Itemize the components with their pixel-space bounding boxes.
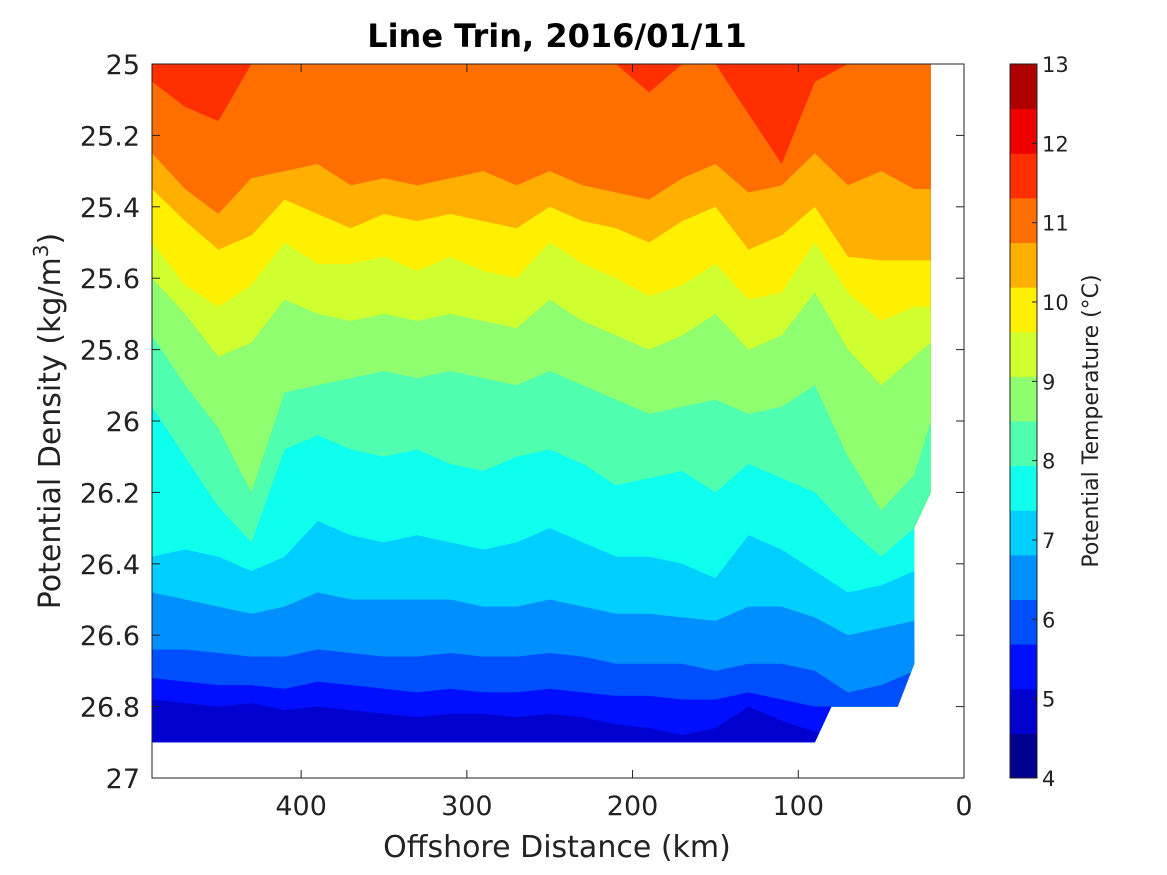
colorbar-tick-label: 5 xyxy=(1042,688,1055,712)
colorbar-segment xyxy=(1010,287,1037,333)
y-tick-label: 25.4 xyxy=(80,193,140,224)
y-tick-label: 26 xyxy=(106,407,140,438)
colorbar-tick-label: 7 xyxy=(1042,529,1055,553)
colorbar-segment xyxy=(1010,733,1037,779)
x-axis: 400 300 200 100 0 xyxy=(275,64,973,822)
colorbar-tick-label: 8 xyxy=(1042,450,1055,474)
y-tick-label: 26.8 xyxy=(80,693,140,724)
colorbar-tick-label: 11 xyxy=(1042,212,1069,236)
y-tick-label: 25.8 xyxy=(80,336,140,367)
y-axis-label: Potential Density (kg/m3) xyxy=(29,233,68,609)
colorbar-segment xyxy=(1010,599,1037,645)
colorbar-segment xyxy=(1010,197,1037,243)
x-tick-label: 300 xyxy=(441,791,493,822)
colorbar-tick-label: 12 xyxy=(1042,132,1069,156)
y-tick-label: 25.2 xyxy=(80,121,140,152)
x-tick-label: 0 xyxy=(955,791,972,822)
colorbar-tick-label: 6 xyxy=(1042,608,1055,632)
colorbar-tick-label: 10 xyxy=(1042,291,1069,315)
colorbar-tick-label: 9 xyxy=(1042,370,1055,394)
chart-title: Line Trin, 2016/01/11 xyxy=(367,17,747,55)
colorbar-segment xyxy=(1010,376,1037,422)
colorbar-segment xyxy=(1010,421,1037,467)
colorbar-segment xyxy=(1010,644,1037,690)
y-tick-label: 26.4 xyxy=(80,550,140,581)
colorbar-label: Potential Temperature (°C) xyxy=(1079,274,1104,567)
x-tick-label: 200 xyxy=(607,791,659,822)
y-tick-label: 27 xyxy=(106,764,140,795)
y-tick-label: 26.6 xyxy=(80,621,140,652)
colorbar-segment xyxy=(1010,331,1037,377)
y-tick-label: 25.6 xyxy=(80,264,140,295)
band-below-5 xyxy=(152,699,931,743)
colorbar-segment xyxy=(1010,554,1037,600)
colorbar-segment xyxy=(1010,108,1037,154)
x-tick-label: 100 xyxy=(773,791,825,822)
colorbar-frame xyxy=(1009,63,1038,779)
y-tick-label: 26.2 xyxy=(80,478,140,509)
colorbar-tick-label: 4 xyxy=(1042,767,1055,791)
colorbar: 13 12 11 10 9 8 7 6 5 4 xyxy=(1009,53,1069,791)
plot-area: 400 300 200 100 0 25 25.2 25.4 25.6 25.8 26 26.2 26… xyxy=(80,50,973,822)
colorbar-segment xyxy=(1010,242,1037,288)
colorbar-segment xyxy=(1010,510,1037,556)
colorbar-segment xyxy=(1010,64,1037,110)
colorbar-tick-label: 13 xyxy=(1042,53,1069,77)
x-tick-label: 400 xyxy=(275,791,327,822)
y-tick-label: 25 xyxy=(106,50,140,81)
temperature-bands xyxy=(152,64,931,743)
x-axis-label: Offshore Distance (km) xyxy=(383,830,731,865)
colorbar-segment xyxy=(1010,688,1037,734)
colorbar-segment xyxy=(1010,465,1037,511)
colorbar-segment xyxy=(1010,153,1037,199)
y-axis: 25 25.2 25.4 25.6 25.8 26 26.2 26.4 26.6 26.8 27 xyxy=(80,50,964,795)
